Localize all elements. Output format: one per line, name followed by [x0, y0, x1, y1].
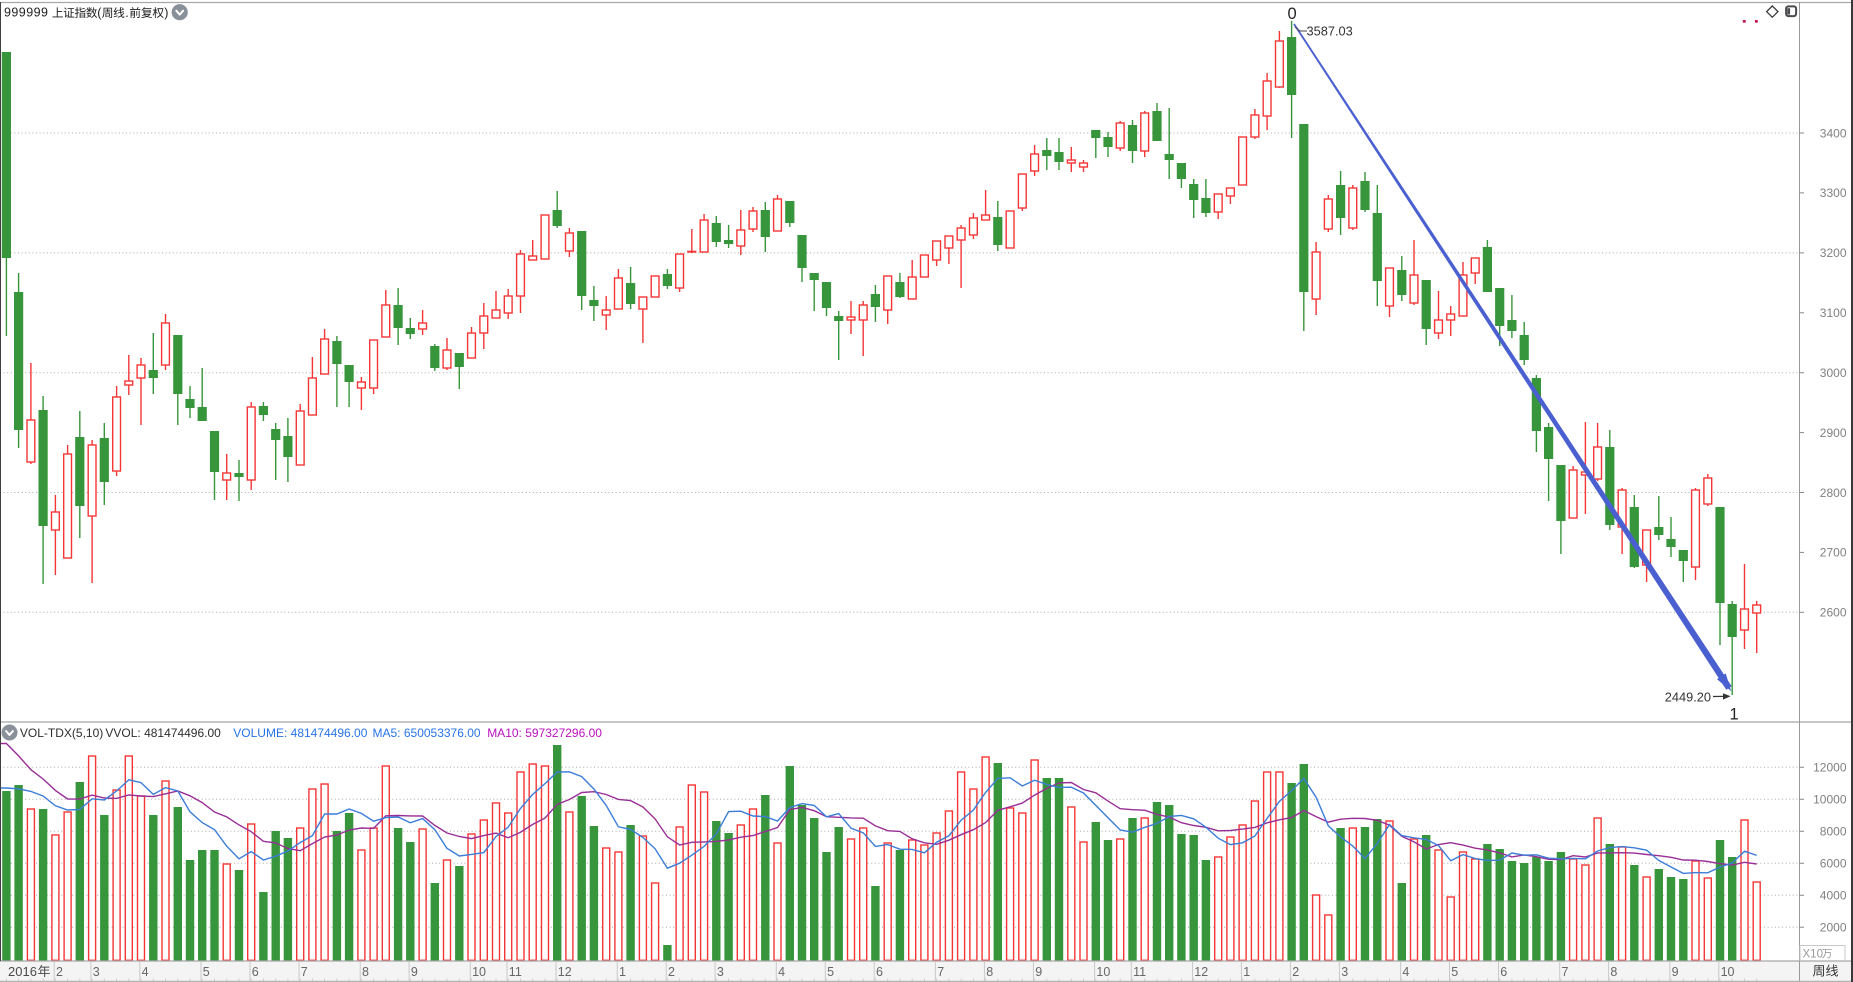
svg-text:.: .	[125, 6, 128, 20]
svg-text:4: 4	[142, 965, 149, 979]
svg-text:3300: 3300	[1820, 186, 1847, 200]
svg-text:VOL-TDX(5,10): VOL-TDX(5,10)	[20, 726, 103, 740]
svg-text:3400: 3400	[1820, 126, 1847, 140]
svg-text:2700: 2700	[1820, 546, 1847, 560]
svg-text:2: 2	[668, 965, 675, 979]
svg-text:9: 9	[411, 965, 418, 979]
svg-text:11: 11	[509, 965, 522, 979]
svg-text:999999: 999999	[4, 6, 48, 20]
svg-text:12: 12	[558, 965, 572, 979]
svg-text:8000: 8000	[1820, 825, 1847, 839]
svg-text:3000: 3000	[1820, 366, 1847, 380]
svg-text:5: 5	[203, 965, 210, 979]
svg-text:2000: 2000	[1820, 921, 1847, 935]
svg-text:4: 4	[1402, 965, 1409, 979]
svg-text:12: 12	[1194, 965, 1208, 979]
svg-text:7: 7	[301, 965, 308, 979]
svg-text:2449.20: 2449.20	[1665, 690, 1711, 705]
svg-text:9: 9	[1035, 965, 1042, 979]
svg-text:3: 3	[93, 965, 100, 979]
svg-text:MA5: 650053376.00: MA5: 650053376.00	[373, 726, 481, 740]
svg-text:8: 8	[1610, 965, 1617, 979]
svg-text:10: 10	[1096, 965, 1110, 979]
svg-text:2900: 2900	[1820, 426, 1847, 440]
svg-text:VVOL: 481474496.00: VVOL: 481474496.00	[105, 726, 221, 740]
svg-text:4: 4	[778, 965, 785, 979]
svg-text:6: 6	[876, 965, 883, 979]
svg-text:3200: 3200	[1820, 246, 1847, 260]
svg-text:7: 7	[1562, 965, 1569, 979]
svg-text:2800: 2800	[1820, 486, 1847, 500]
svg-text:1: 1	[619, 965, 626, 979]
svg-text:3: 3	[1341, 965, 1348, 979]
svg-text:3100: 3100	[1820, 306, 1847, 320]
svg-text:10: 10	[1721, 965, 1735, 979]
svg-text:): )	[164, 6, 168, 20]
svg-text:X10: X10	[1803, 949, 1823, 961]
svg-text:(: (	[97, 6, 102, 20]
svg-text:6: 6	[252, 965, 259, 979]
svg-text:6: 6	[1500, 965, 1507, 979]
svg-text:3: 3	[717, 965, 724, 979]
svg-text:VOLUME: 481474496.00: VOLUME: 481474496.00	[233, 726, 367, 740]
svg-text:10: 10	[472, 965, 486, 979]
svg-text:2016: 2016	[8, 964, 37, 979]
svg-text:12000: 12000	[1813, 761, 1847, 775]
svg-text:9: 9	[1672, 965, 1679, 979]
svg-text:5: 5	[827, 965, 834, 979]
svg-text:11: 11	[1133, 965, 1146, 979]
svg-text:MA10: 597327296.00: MA10: 597327296.00	[487, 726, 602, 740]
svg-text:3587.03: 3587.03	[1307, 24, 1353, 39]
svg-text:0: 0	[1288, 5, 1297, 23]
svg-text:7: 7	[937, 965, 944, 979]
svg-text:8: 8	[986, 965, 993, 979]
svg-text:8: 8	[362, 965, 369, 979]
svg-text:10000: 10000	[1813, 793, 1847, 807]
svg-text:4000: 4000	[1820, 889, 1847, 903]
svg-text:5: 5	[1451, 965, 1458, 979]
svg-text:1: 1	[1243, 965, 1250, 979]
svg-text:1: 1	[1730, 706, 1739, 724]
svg-text:2: 2	[56, 965, 63, 979]
svg-text:2600: 2600	[1820, 606, 1847, 620]
svg-text:6000: 6000	[1820, 857, 1847, 871]
svg-text:2: 2	[1292, 965, 1299, 979]
